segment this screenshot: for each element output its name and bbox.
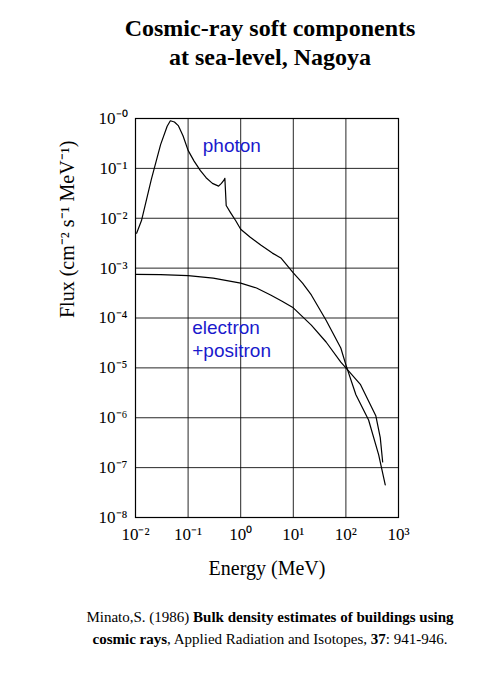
svg-text:10³: 10³: [387, 525, 409, 544]
svg-text:10⁰: 10⁰: [229, 525, 252, 544]
svg-text:10¹: 10¹: [282, 525, 304, 544]
svg-text:10⁻⁵: 10⁻⁵: [99, 358, 128, 377]
svg-text:10⁻³: 10⁻³: [99, 259, 127, 278]
svg-text:10²: 10²: [335, 525, 357, 544]
svg-text:10⁻⁶: 10⁻⁶: [99, 408, 128, 427]
html-text:Minato,S. (1986) Bulk density: Minato,S. (1986) Bulk density estimates …: [86, 609, 454, 647]
svg-text:Energy (MeV): Energy (MeV): [209, 557, 326, 580]
html-text:Cosmic-ray soft components at: Cosmic-ray soft components at sea-level,…: [124, 15, 416, 70]
svg-text:10⁻⁷: 10⁻⁷: [99, 458, 128, 477]
svg-text:10⁻⁰: 10⁻⁰: [99, 109, 128, 128]
svg-text:Flux (cm⁻² s⁻¹ MeV⁻¹): Flux (cm⁻² s⁻¹ MeV⁻¹): [56, 141, 79, 318]
svg-text:10⁻¹: 10⁻¹: [174, 525, 202, 544]
svg-text:photon: photon: [203, 135, 261, 156]
svg-text:10⁻²: 10⁻²: [121, 525, 149, 544]
svg-text:electron+positron: electron+positron: [192, 317, 271, 361]
svg-text:10⁻⁸: 10⁻⁸: [99, 508, 128, 527]
svg-text:10⁻¹: 10⁻¹: [99, 159, 127, 178]
svg-text:10⁻²: 10⁻²: [99, 209, 127, 228]
svg-text:10⁻⁴: 10⁻⁴: [99, 308, 128, 327]
